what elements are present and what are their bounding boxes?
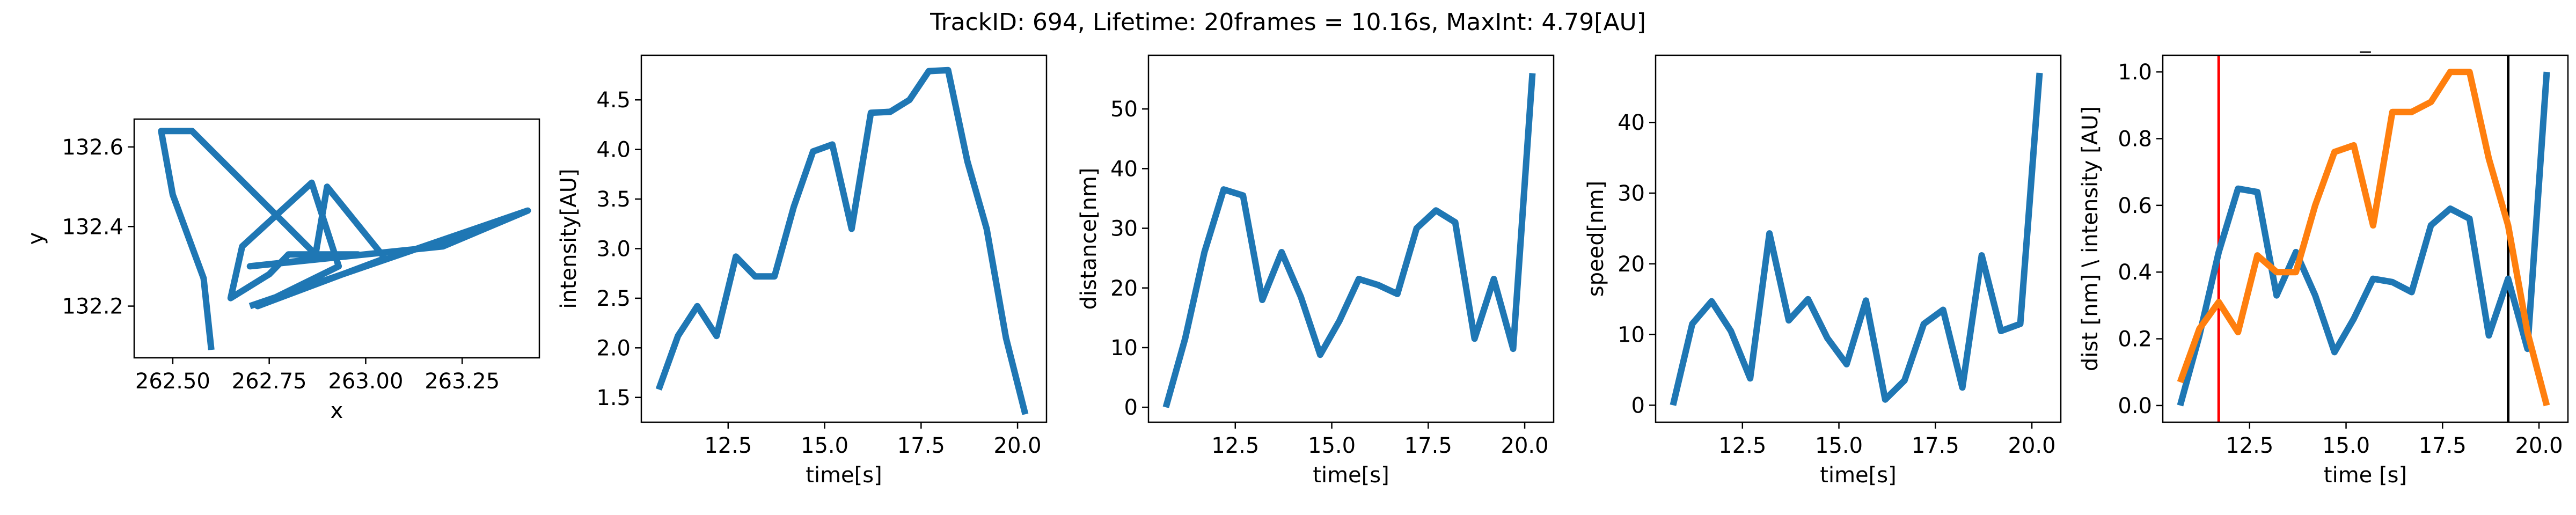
- y-tick-label: 2.5: [596, 286, 631, 311]
- y-axis-label: speed[nm]: [1584, 181, 1608, 297]
- x-axis-label: time [s]: [2324, 463, 2407, 488]
- x-tick-label: 15.0: [1308, 433, 1356, 458]
- series-line-1: [158, 128, 531, 350]
- y-tick-label: 20: [1618, 252, 1645, 277]
- x-tick-label: 17.5: [1912, 433, 1959, 458]
- y-tick-label: 10: [1110, 336, 1138, 360]
- y-tick-label: 0: [1124, 395, 1138, 420]
- x-tick-label: 17.5: [1404, 433, 1452, 458]
- y-axis-label: y: [24, 232, 48, 245]
- series-line-2: [2177, 69, 2550, 407]
- x-tick-label: 20.0: [1501, 433, 1549, 458]
- x-tick-label: 262.75: [232, 369, 307, 394]
- y-tick-label: 0.6: [2118, 194, 2152, 218]
- x-tick-label: 20.0: [2515, 433, 2563, 458]
- y-tick-label: 4.5: [596, 88, 631, 113]
- y-tick-label: 2.0: [596, 336, 631, 360]
- x-tick-label: 17.5: [2419, 433, 2467, 458]
- axes-frame: [1655, 54, 2062, 423]
- y-tick-label: 132.4: [62, 215, 123, 239]
- x-tick-label: 263.25: [425, 369, 500, 394]
- series-line-1: [1670, 72, 2043, 406]
- x-tick-label: 12.5: [2226, 433, 2273, 458]
- y-tick-label: 0.4: [2118, 260, 2152, 285]
- y-tick-label: 3.0: [596, 237, 631, 261]
- axes-frame: [1147, 54, 1555, 423]
- y-tick-label: 0.0: [2118, 394, 2152, 418]
- y-axis-label: distance[nm]: [1077, 167, 1101, 310]
- figure-title: TrackID: 694, Lifetime: 20frames = 10.16…: [930, 9, 1646, 36]
- x-tick-label: 15.0: [801, 433, 848, 458]
- y-tick-label: 132.2: [62, 295, 123, 319]
- x-tick-label: 262.50: [135, 369, 210, 394]
- x-tick-label: 15.0: [1815, 433, 1863, 458]
- y-tick-label: 40: [1110, 157, 1138, 181]
- y-tick-label: 0.8: [2118, 127, 2152, 151]
- y-tick-label: 40: [1618, 111, 1645, 135]
- chart-panel-2: 12.5 15.0 17.5 20.0 1.5 2.0 2.5 3.0 3.5 4.0 4.5 tim…: [557, 54, 1048, 488]
- y-axis-label: intensity[AU]: [557, 168, 581, 308]
- y-tick-label: 50: [1110, 97, 1138, 122]
- y-tick-label: 1.0: [2118, 60, 2152, 85]
- x-tick-label: 17.5: [897, 433, 945, 458]
- x-tick-label: 12.5: [704, 433, 752, 458]
- y-tick-label: 3.5: [596, 187, 631, 212]
- y-axis-label: dist [nm] \ intensity [AU]: [2078, 106, 2103, 371]
- y-tick-label: 10: [1618, 323, 1645, 348]
- series-line-1: [2177, 71, 2550, 407]
- y-tick-label: 30: [1110, 217, 1138, 241]
- chart-panel-5: 12.5 15.0 17.5 20.0 0.0 0.2 0.4 0.6 0.8 1.0 time […: [2078, 28, 2569, 488]
- axes-frame: [640, 54, 1048, 423]
- chart-title: _: [2360, 28, 2372, 53]
- axes-frame: [133, 118, 540, 359]
- y-tick-label: 132.6: [62, 135, 123, 160]
- x-axis-label: time[s]: [806, 463, 882, 488]
- y-tick-label: 0: [1631, 393, 1645, 418]
- chart-panel-3: 12.5 15.0 17.5 20.0 0 10 20 30 40 50 time[s] distan…: [1077, 54, 1555, 488]
- y-tick-label: 20: [1110, 276, 1138, 301]
- x-tick-label: 20.0: [994, 433, 1042, 458]
- axes-frame: [2162, 54, 2569, 423]
- x-tick-label: 12.5: [1211, 433, 1259, 458]
- x-axis-label: time[s]: [1820, 463, 1896, 488]
- y-tick-label: 4.0: [596, 138, 631, 163]
- x-tick-label: 15.0: [2322, 433, 2370, 458]
- x-tick-label: 12.5: [1718, 433, 1766, 458]
- x-tick-label: 263.00: [328, 369, 403, 394]
- x-axis-label: x: [331, 399, 343, 423]
- x-axis-label: time[s]: [1313, 463, 1389, 488]
- x-tick-label: 20.0: [2008, 433, 2056, 458]
- y-tick-label: 0.2: [2118, 327, 2152, 352]
- chart-panel-4: 12.5 15.0 17.5 20.0 0 10 20 30 40 time[s] speed[nm…: [1584, 54, 2062, 488]
- chart-panel-1: 262.50 262.75 263.00 263.25 132.2 132.4 132.6 x…: [24, 118, 540, 423]
- series-line-1: [1162, 72, 1536, 408]
- series-line-1: [655, 67, 1029, 415]
- y-tick-label: 1.5: [596, 386, 631, 410]
- y-tick-label: 30: [1618, 181, 1645, 206]
